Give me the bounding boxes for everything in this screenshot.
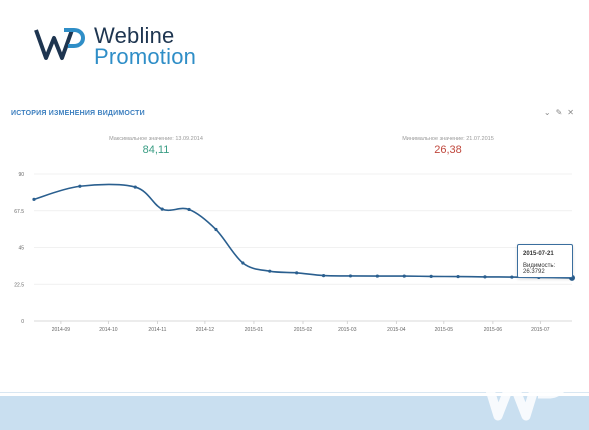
x-tick-label: 2014-09: [52, 327, 71, 333]
max-value-label: Максимальное значение: 13.09.2014: [109, 136, 203, 142]
data-point: [375, 274, 379, 278]
data-point: [241, 261, 245, 265]
y-tick-label: 22.5: [14, 282, 24, 288]
brand-logo[interactable]: Webline Promotion: [34, 22, 204, 70]
edit-icon[interactable]: ✎: [555, 108, 563, 117]
y-tick-label: 90: [18, 172, 24, 178]
data-point: [78, 184, 82, 188]
x-tick-label: 2015-04: [387, 327, 406, 333]
footer-divider: [0, 392, 589, 393]
min-value-stat: Минимальное значение: 21.07.2015 26,38: [368, 136, 528, 156]
data-point: [268, 269, 272, 273]
brand-line-1: Webline: [94, 23, 175, 48]
max-value: 84,11: [142, 144, 170, 156]
data-point: [295, 271, 299, 275]
wp-logo-icon: [34, 28, 85, 60]
data-point: [402, 274, 406, 278]
data-point: [133, 185, 137, 189]
x-tick-label: 2015-07: [531, 327, 550, 333]
x-tick-label: 2015-05: [435, 327, 454, 333]
data-point: [187, 207, 191, 212]
x-tick-label: 2015-01: [245, 327, 264, 333]
chevron-down-icon[interactable]: ⌄: [543, 108, 551, 117]
tooltip-date: 2015-07-21: [523, 251, 554, 257]
panel-title: ИСТОРИЯ ИЗМЕНЕНИЯ ВИДИМОСТИ: [11, 110, 145, 117]
y-tick-label: 67.5: [14, 209, 24, 215]
y-tick-label: 0: [21, 319, 24, 325]
data-point: [456, 274, 460, 279]
data-point: [483, 275, 487, 279]
x-tick-label: 2015-02: [294, 327, 313, 333]
data-point: [429, 274, 433, 279]
header-band: Webline Promotion: [0, 0, 589, 96]
data-point: [160, 207, 164, 211]
data-point: [214, 227, 218, 232]
y-tick-label: 45: [18, 246, 24, 252]
tooltip-value: Видимость: 26.3792: [523, 263, 556, 275]
x-tick-label: 2015-06: [484, 327, 503, 333]
panel-tools: ⌄ ✎ ✕: [544, 108, 574, 117]
data-point: [510, 275, 514, 279]
x-tick-label: 2015-03: [338, 327, 357, 333]
data-point: [32, 197, 36, 201]
close-icon[interactable]: ✕: [567, 108, 574, 117]
min-value: 26,38: [434, 144, 462, 156]
series-line: [33, 183, 573, 279]
brand-line-2: Promotion: [94, 44, 197, 69]
min-value-label: Минимальное значение: 21.07.2015: [402, 136, 494, 142]
chart-tooltip: 2015-07-21 Видимость: 26.3792: [517, 244, 573, 278]
x-tick-label: 2014-11: [148, 327, 166, 333]
max-value-stat: Максимальное значение: 13.09.2014 84,11: [76, 136, 236, 156]
wp-logo-watermark-icon: [478, 359, 569, 421]
data-point: [348, 274, 353, 278]
x-tick-label: 2014-10: [99, 327, 118, 333]
data-point: [321, 273, 326, 278]
visibility-history-panel: ИСТОРИЯ ИЗМЕНЕНИЯ ВИДИМОСТИ ⌄ ✎ ✕ Максим…: [6, 104, 582, 340]
x-tick-label: 2014-12: [196, 327, 215, 333]
